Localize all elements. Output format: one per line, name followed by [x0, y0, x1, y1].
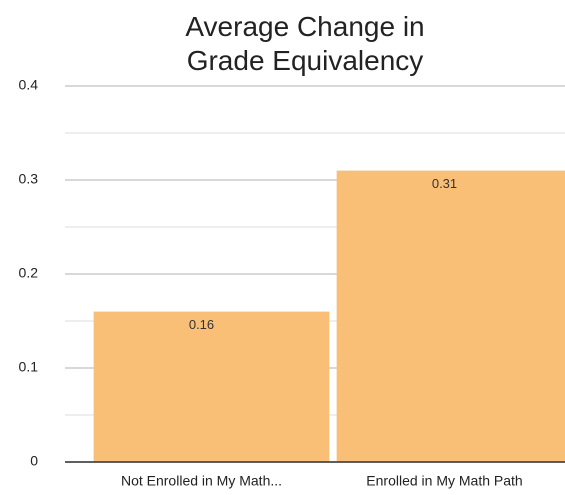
y-tick-label: 0 — [30, 453, 38, 469]
y-tick-label: 0.4 — [19, 77, 39, 93]
x-tick-label: Enrolled in My Math Path — [366, 473, 522, 489]
bar — [336, 170, 565, 462]
chart-title: Average Change in Grade Equivalency — [185, 11, 425, 76]
y-tick-label: 0.3 — [19, 171, 39, 187]
x-tick-label: Not Enrolled in My Math... — [121, 473, 282, 489]
data-label: 0.16 — [189, 317, 214, 332]
data-label: 0.31 — [432, 176, 457, 191]
y-tick-label: 0.1 — [19, 359, 39, 375]
y-tick-label: 0.2 — [19, 265, 39, 281]
bar — [93, 311, 330, 462]
